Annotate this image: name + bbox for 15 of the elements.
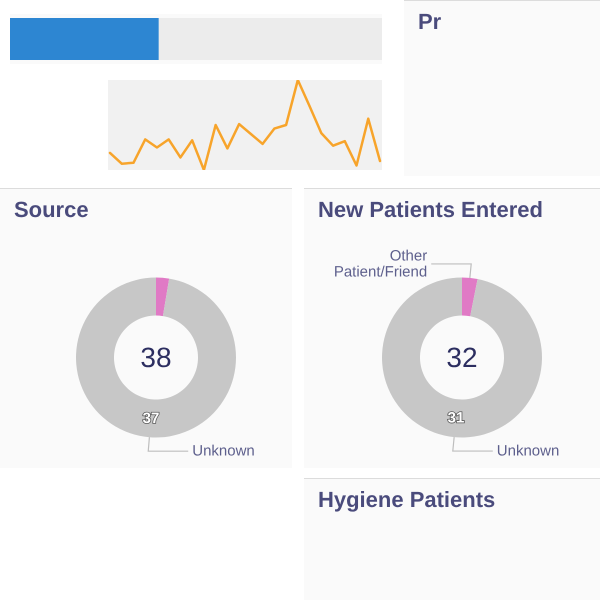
data-label: 37 xyxy=(142,410,160,427)
chart-title: New Patients Entered xyxy=(317,196,544,224)
text: 38 xyxy=(140,342,172,373)
slice-label: Unknown xyxy=(192,442,255,460)
donut-slice xyxy=(156,278,170,316)
text: 32 xyxy=(446,342,478,373)
chart-title: Source xyxy=(13,196,90,224)
donut-slice xyxy=(382,278,542,438)
donut-slice xyxy=(462,278,478,316)
slice-label: Other Patient/Friend xyxy=(334,247,428,280)
slice-label: Unknown xyxy=(496,442,560,460)
text: Pr xyxy=(417,8,442,36)
text: Hygiene Patients xyxy=(317,486,496,514)
donut-slice xyxy=(76,278,236,438)
data-label: 31 xyxy=(448,410,464,427)
